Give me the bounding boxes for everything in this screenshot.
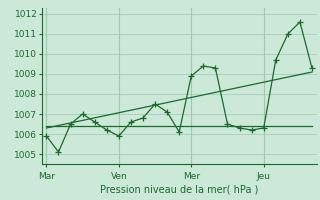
X-axis label: Pression niveau de la mer( hPa ): Pression niveau de la mer( hPa ) [100, 185, 258, 195]
